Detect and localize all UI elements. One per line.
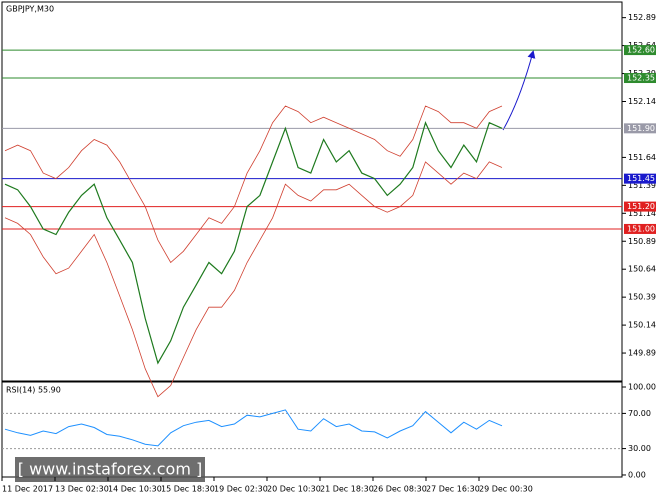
x-tick-label: 14 Dec 10:30: [108, 485, 162, 494]
y-tick-label: 150.39: [628, 293, 656, 302]
level-label-box: [624, 223, 656, 234]
y-tick-label: 150.89: [628, 237, 656, 246]
x-tick-label: 26 Dec 08:30: [373, 485, 427, 494]
level-label: 151.90: [627, 124, 655, 133]
level-label: 151.20: [627, 202, 655, 211]
level-label-box: [624, 123, 656, 134]
level-label: 152.60: [627, 46, 655, 55]
price-panel: [1, 1, 623, 382]
y-tick-label: 150.64: [628, 265, 656, 274]
x-tick-label: 27 Dec 16:30: [426, 485, 480, 494]
rsi-tick-label: 70.00: [628, 409, 651, 418]
x-tick-label: 29 Dec 00:30: [479, 485, 533, 494]
forecast-arrow: [502, 50, 536, 131]
level-label-box: [624, 45, 656, 56]
y-tick-label: 149.89: [628, 349, 656, 358]
y-tick-label: 152.14: [628, 97, 656, 106]
y-tick-label: 151.14: [628, 209, 656, 218]
chart-title: GBPJPY,M30: [6, 5, 54, 14]
series-line: [4, 161, 503, 398]
level-label: 151.00: [627, 224, 655, 233]
rsi-line: [4, 409, 503, 447]
level-label-box: [624, 73, 656, 84]
watermark-box: [15, 457, 205, 482]
y-tick-label: 152.89: [628, 13, 656, 22]
watermark: [ www.instaforex.com ]: [18, 460, 202, 479]
rsi-tick-label: 30.00: [628, 444, 651, 453]
x-tick-label: 21 Dec 18:30: [320, 485, 374, 494]
level-label: 151.45: [627, 174, 655, 183]
y-tick-label: 151.64: [628, 153, 656, 162]
x-tick-label: 19 Dec 02:30: [214, 485, 268, 494]
series-line: [4, 105, 503, 264]
rsi-panel: [1, 381, 623, 478]
y-tick-label: 151.39: [628, 181, 656, 190]
rsi-title: RSI(14) 55.90: [6, 386, 61, 395]
rsi-tick-label: 0.00: [628, 470, 646, 479]
x-tick-label: 11 Dec 2017: [2, 485, 53, 494]
level-label-box: [624, 173, 656, 184]
level-label: 152.35: [627, 74, 655, 83]
level-label-box: [624, 201, 656, 212]
x-tick-label: 13 Dec 02:30: [55, 485, 109, 494]
x-tick-label: 20 Dec 10:30: [267, 485, 321, 494]
x-tick-label: 15 Dec 18:30: [161, 485, 215, 494]
y-tick-label: 150.14: [628, 321, 656, 330]
rsi-tick-label: 100.00: [628, 383, 656, 392]
series-line: [4, 120, 503, 365]
